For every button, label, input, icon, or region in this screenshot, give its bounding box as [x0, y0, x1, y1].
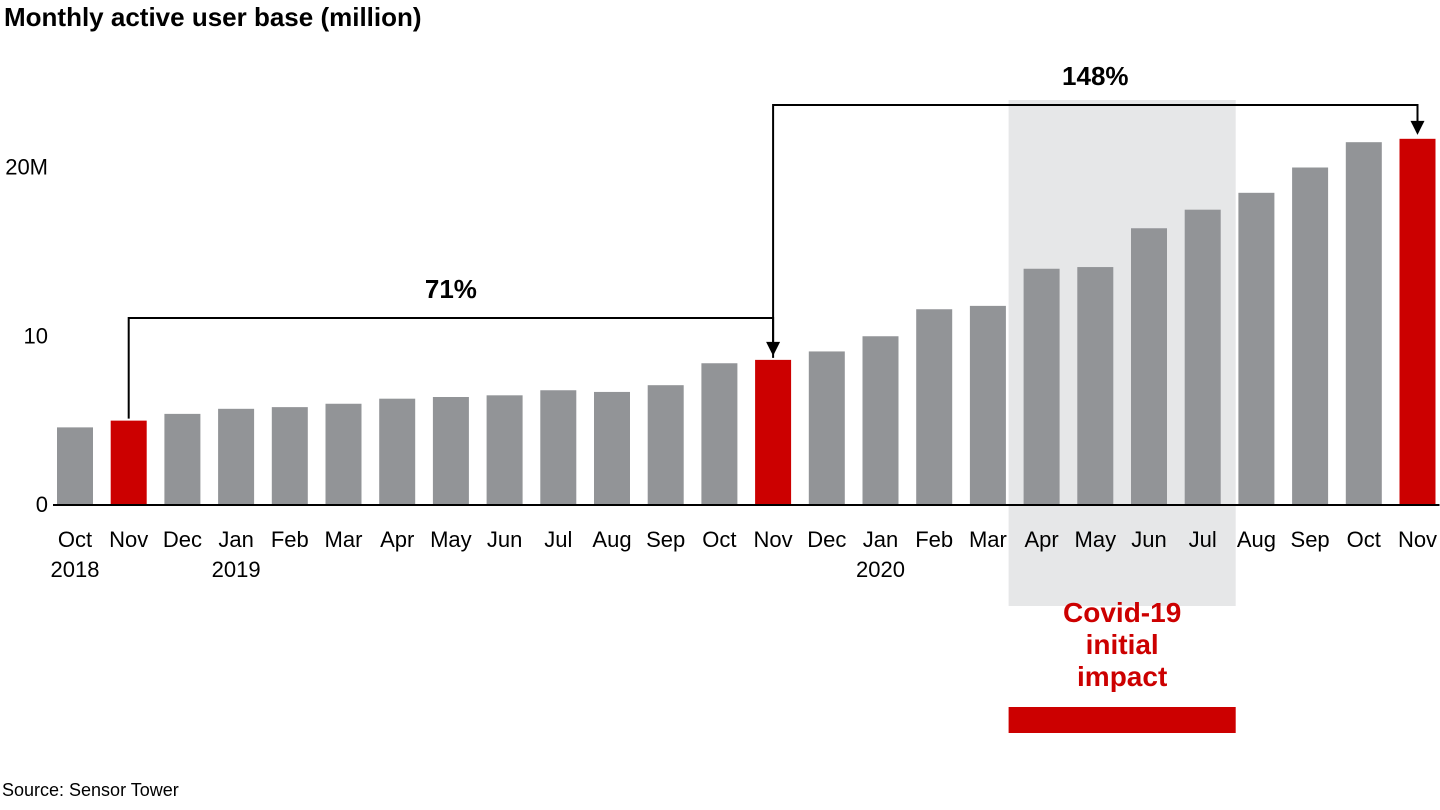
source-note: Source: Sensor Tower [2, 780, 179, 800]
x-tick-label: Oct [702, 527, 736, 552]
growth-label: 148% [1062, 61, 1129, 91]
bar [1077, 267, 1114, 505]
covid-marker-bar [1008, 707, 1236, 733]
bar [755, 359, 792, 505]
x-tick-label: Aug [592, 527, 631, 552]
x-tick-label: Nov [1398, 527, 1437, 552]
bar [379, 398, 416, 505]
bar [594, 391, 630, 505]
x-tick-label: Mar [969, 527, 1007, 552]
bar [1023, 268, 1060, 505]
bar [1345, 142, 1382, 505]
x-tick-label: Apr [380, 527, 414, 552]
x-tick-label: Oct [1347, 527, 1381, 552]
x-tick-label: Jan [218, 527, 253, 552]
x-tick-label: Jan [863, 527, 898, 552]
bar [1238, 192, 1275, 505]
bar [164, 413, 201, 505]
x-tick-label: Dec [163, 527, 202, 552]
y-tick-label: 20M [5, 155, 48, 180]
annotation-layer: 71% 148% [127, 61, 1425, 419]
bar [1399, 138, 1436, 505]
growth-label: 71% [425, 274, 477, 304]
x-year-label: 2020 [856, 557, 905, 582]
bar [647, 385, 684, 505]
x-tick-label: Sep [646, 527, 685, 552]
x-tick-label: Aug [1237, 527, 1276, 552]
bar [1292, 167, 1329, 505]
growth-arrowhead [1410, 120, 1425, 135]
x-tick-label: Apr [1024, 527, 1058, 552]
axis-layer: 0 10 20M Oct 2018 Nov Dec Jan 2019 Feb Mar Apr May Ju… [5, 155, 1440, 582]
bar [1131, 228, 1167, 505]
x-tick-label: Feb [271, 527, 309, 552]
x-tick-label: Nov [109, 527, 148, 552]
x-tick-label: Sep [1291, 527, 1330, 552]
bar [701, 363, 738, 505]
x-year-label: 2019 [212, 557, 261, 582]
bar [218, 408, 255, 505]
bar [110, 420, 147, 505]
covid-label-line: impact [1077, 661, 1167, 692]
x-tick-label: Jun [487, 527, 522, 552]
x-tick-label: Oct [58, 527, 92, 552]
x-tick-label: May [430, 527, 472, 552]
bar [916, 309, 953, 505]
bar [486, 395, 523, 505]
x-tick-label: Feb [915, 527, 953, 552]
x-tick-label: Nov [754, 527, 793, 552]
bar [862, 336, 899, 505]
bar [540, 390, 577, 505]
x-tick-label: May [1075, 527, 1117, 552]
y-tick-label: 10 [24, 323, 48, 348]
x-tick-label: Jun [1131, 527, 1166, 552]
growth-bracket [772, 104, 1419, 358]
bar [325, 403, 362, 505]
x-tick-label: Mar [325, 527, 363, 552]
y-tick-label: 0 [36, 492, 48, 517]
bar [969, 305, 1006, 505]
bar [808, 351, 845, 505]
covid-label-line: Covid-19 [1063, 597, 1181, 628]
x-tick-label: Dec [807, 527, 846, 552]
bar [57, 427, 93, 505]
x-tick-label: Jul [544, 527, 572, 552]
bars-layer [57, 138, 1436, 505]
bar [1184, 209, 1221, 505]
bar [271, 407, 308, 505]
x-tick-label: Jul [1189, 527, 1217, 552]
x-year-label: 2018 [51, 557, 100, 582]
covid-label-line: initial [1086, 629, 1159, 660]
bar [432, 397, 469, 505]
chart-title: Monthly active user base (million) [4, 2, 422, 32]
